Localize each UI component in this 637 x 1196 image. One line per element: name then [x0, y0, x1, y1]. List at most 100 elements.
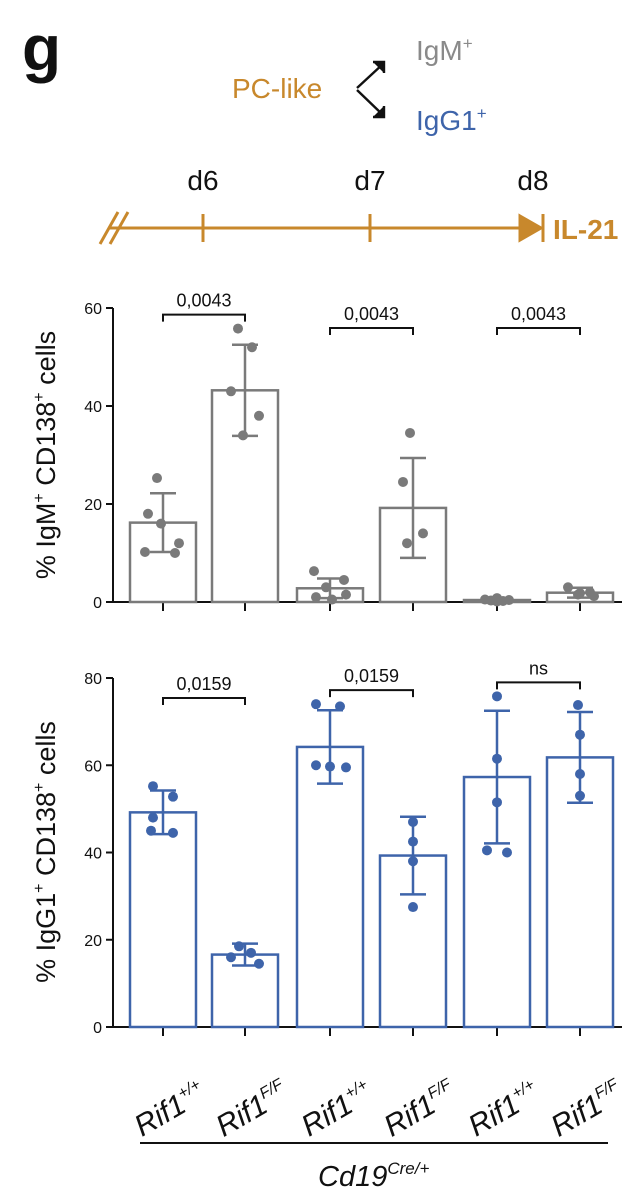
panel-letter: g: [22, 12, 61, 84]
comparison-label: 0,0159: [344, 666, 399, 686]
y-tick-label: 40: [84, 399, 102, 416]
data-point: [339, 574, 349, 585]
y-tick-label: 60: [84, 301, 102, 318]
arrowhead-up-icon: [373, 60, 386, 73]
data-point: [398, 476, 408, 487]
data-point: [335, 701, 345, 712]
data-point: [575, 768, 585, 779]
y-tick-label: 20: [84, 933, 102, 950]
y-tick-label: 0: [93, 1020, 102, 1037]
data-point: [247, 342, 257, 353]
data-point: [408, 836, 418, 847]
comparison-label: 0,0043: [176, 291, 231, 311]
comparison-label: ns: [529, 658, 548, 678]
timeline-break-1: [98, 211, 120, 245]
timeline-arrowhead-icon: [518, 213, 545, 243]
y-tick-label: 80: [84, 671, 102, 688]
timeline: [98, 211, 545, 245]
data-point: [341, 762, 351, 773]
data-point: [226, 386, 236, 397]
branch-bottom-label: IgG1+: [416, 104, 487, 136]
data-point: [492, 753, 502, 764]
bar: [295, 745, 365, 1029]
comparison-label: 0,0043: [344, 304, 399, 324]
comparison-label: 0,0159: [176, 674, 231, 694]
y-axis-label: % IgG1+ CD138+ cells: [31, 721, 61, 983]
data-point: [234, 941, 244, 952]
data-point: [573, 700, 583, 711]
comparison-label: 0,0043: [511, 304, 566, 324]
data-point: [254, 958, 264, 969]
genotype-label: Rif1+/+: [296, 1076, 379, 1143]
data-point: [492, 797, 502, 808]
group-label: Cd19Cre/+: [318, 1159, 429, 1193]
data-point: [238, 430, 248, 441]
data-point: [170, 548, 180, 558]
chart-igg1: 0 20 40 60 80 % IgG1+ CD138+ cells 0,0159 0,015…: [31, 658, 622, 1037]
genotype-labels: Rif1+/+ Rif1F/F Rif1+/+ Rif1F/F Rif1+/+ Rif1F…: [129, 1076, 631, 1144]
data-point: [233, 323, 243, 334]
data-point: [311, 760, 321, 771]
branch-arrows: [356, 60, 386, 119]
data-point: [575, 790, 585, 801]
data-point: [402, 538, 412, 549]
data-point: [589, 591, 599, 602]
y-tick-label: 40: [84, 846, 102, 863]
genotype-label: Rif1F/F: [211, 1076, 296, 1144]
y-tick-label: 0: [93, 595, 102, 612]
comparison-bracket: [329, 327, 414, 335]
arrow-down-icon: [356, 89, 384, 116]
bar: [128, 811, 198, 1029]
comparison-bracket: [329, 689, 414, 698]
data-point: [321, 582, 331, 593]
y-tick-label: 20: [84, 497, 102, 514]
data-point: [575, 588, 585, 599]
data-point: [143, 508, 153, 519]
data-point: [408, 856, 418, 867]
y-tick-label: 60: [84, 758, 102, 775]
genotype-label: Rif1+/+: [129, 1076, 212, 1143]
data-point: [168, 791, 178, 802]
data-point: [168, 827, 178, 838]
data-point: [575, 729, 585, 740]
data-point: [148, 781, 158, 792]
comparison-bracket: [496, 681, 581, 690]
comparison-bracket: [496, 327, 581, 335]
data-point: [563, 582, 573, 593]
data-point: [482, 845, 492, 856]
data-point: [226, 952, 236, 963]
branch-top-label: IgM+: [416, 34, 473, 66]
data-point: [408, 902, 418, 913]
cytokine-label: IL-21: [553, 214, 618, 245]
data-point: [309, 566, 319, 577]
data-point: [492, 596, 502, 607]
data-point: [327, 594, 337, 605]
genotype-label: Rif1F/F: [546, 1076, 631, 1144]
day-label-d6: d6: [187, 165, 218, 196]
genotype-label: Rif1F/F: [379, 1076, 464, 1144]
data-point: [341, 589, 351, 600]
data-point: [405, 427, 415, 438]
arrow-up-icon: [356, 63, 384, 89]
data-point: [311, 699, 321, 710]
data-point: [156, 518, 166, 529]
data-point: [254, 410, 264, 421]
y-axis-label: % IgM+ CD138+ cells: [31, 331, 61, 579]
day-label-d7: d7: [354, 165, 385, 196]
genotype-label: Rif1+/+: [463, 1076, 546, 1143]
comparison-bracket: [162, 697, 246, 705]
data-point: [246, 947, 256, 958]
data-point: [502, 847, 512, 858]
data-point: [418, 528, 428, 539]
arrowhead-down-icon: [373, 106, 386, 119]
timeline-break-2: [108, 211, 130, 245]
data-point: [140, 547, 150, 558]
data-point: [311, 592, 321, 603]
comparison-bracket: [162, 313, 246, 322]
data-point: [492, 691, 502, 702]
day-label-d8: d8: [517, 165, 548, 196]
data-point: [174, 538, 184, 549]
data-point: [152, 473, 162, 484]
stage-label: PC-like: [232, 73, 322, 104]
